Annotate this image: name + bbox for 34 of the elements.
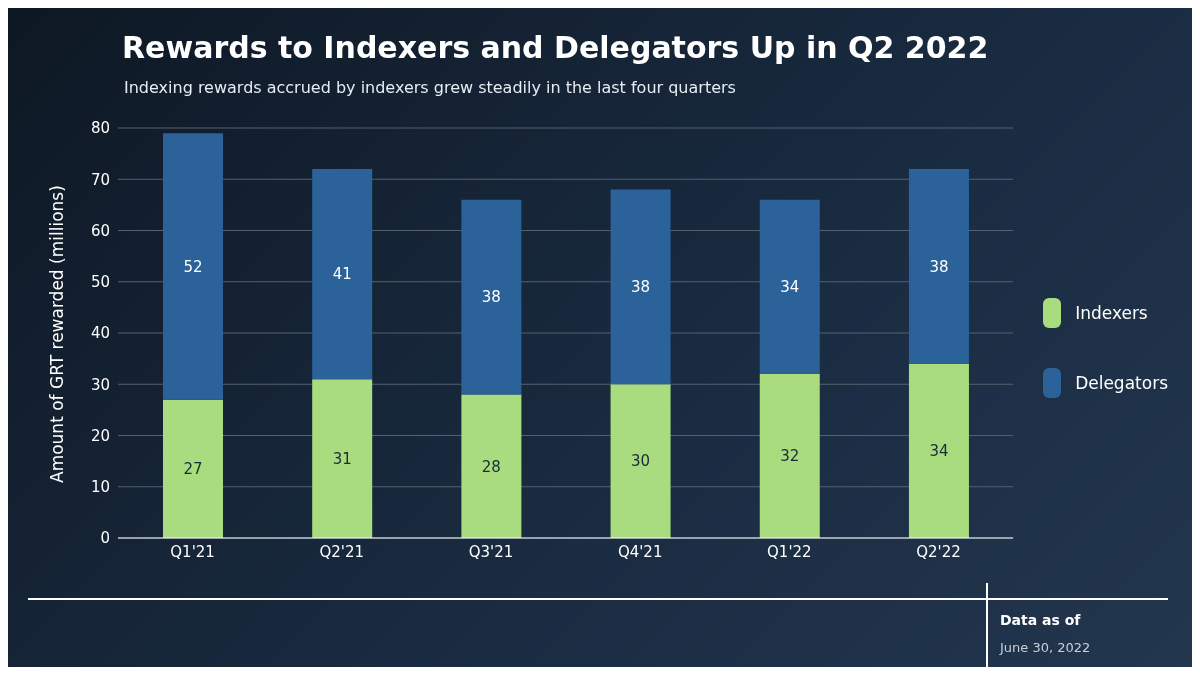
y-tick-label: 60 — [90, 221, 110, 240]
x-tick-label: Q1'21 — [170, 542, 215, 561]
x-tick-label: Q1'22 — [767, 542, 812, 561]
data-label: 52 — [183, 257, 203, 276]
data-label: 38 — [929, 257, 949, 276]
data-label: 38 — [631, 278, 651, 297]
chart-title: Rewards to Indexers and Delegators Up in Q2 2022 — [122, 30, 989, 65]
y-tick-label: 30 — [90, 375, 110, 394]
x-tick-label: Q2'22 — [916, 542, 961, 561]
x-tick-label: Q2'21 — [319, 542, 365, 561]
y-tick-label: 50 — [90, 273, 110, 292]
chart-subtitle: Indexing rewards accrued by indexers grew steadily in the last four quarters — [124, 78, 736, 97]
data-label: 32 — [780, 447, 800, 466]
data-label: 30 — [631, 452, 651, 471]
y-tick-label: 10 — [90, 478, 110, 497]
y-tick-label: 70 — [90, 170, 110, 189]
text: Data as of — [1000, 612, 1081, 628]
y-tick-label: 40 — [90, 324, 110, 343]
y-tick-label: 20 — [90, 426, 110, 445]
data-label: 27 — [183, 460, 203, 479]
x-tick-label: Q4'21 — [617, 542, 663, 561]
legend-label: Delegators — [1075, 373, 1168, 393]
data-label: 41 — [332, 265, 352, 284]
y-tick-label: 80 — [90, 119, 110, 138]
y-tick-label: 0 — [100, 529, 110, 548]
y-axis-title: Amount of GRT rewarded (millions) — [47, 185, 68, 483]
data-label: 34 — [929, 442, 949, 461]
data-label: 28 — [481, 457, 501, 476]
legend-label: Indexers — [1075, 303, 1148, 323]
text: June 30, 2022 — [1000, 640, 1091, 655]
data-label: 31 — [332, 449, 352, 468]
x-tick-label: Q3'21 — [468, 542, 514, 561]
data-label: 38 — [481, 288, 501, 307]
data-label: 34 — [780, 278, 800, 297]
